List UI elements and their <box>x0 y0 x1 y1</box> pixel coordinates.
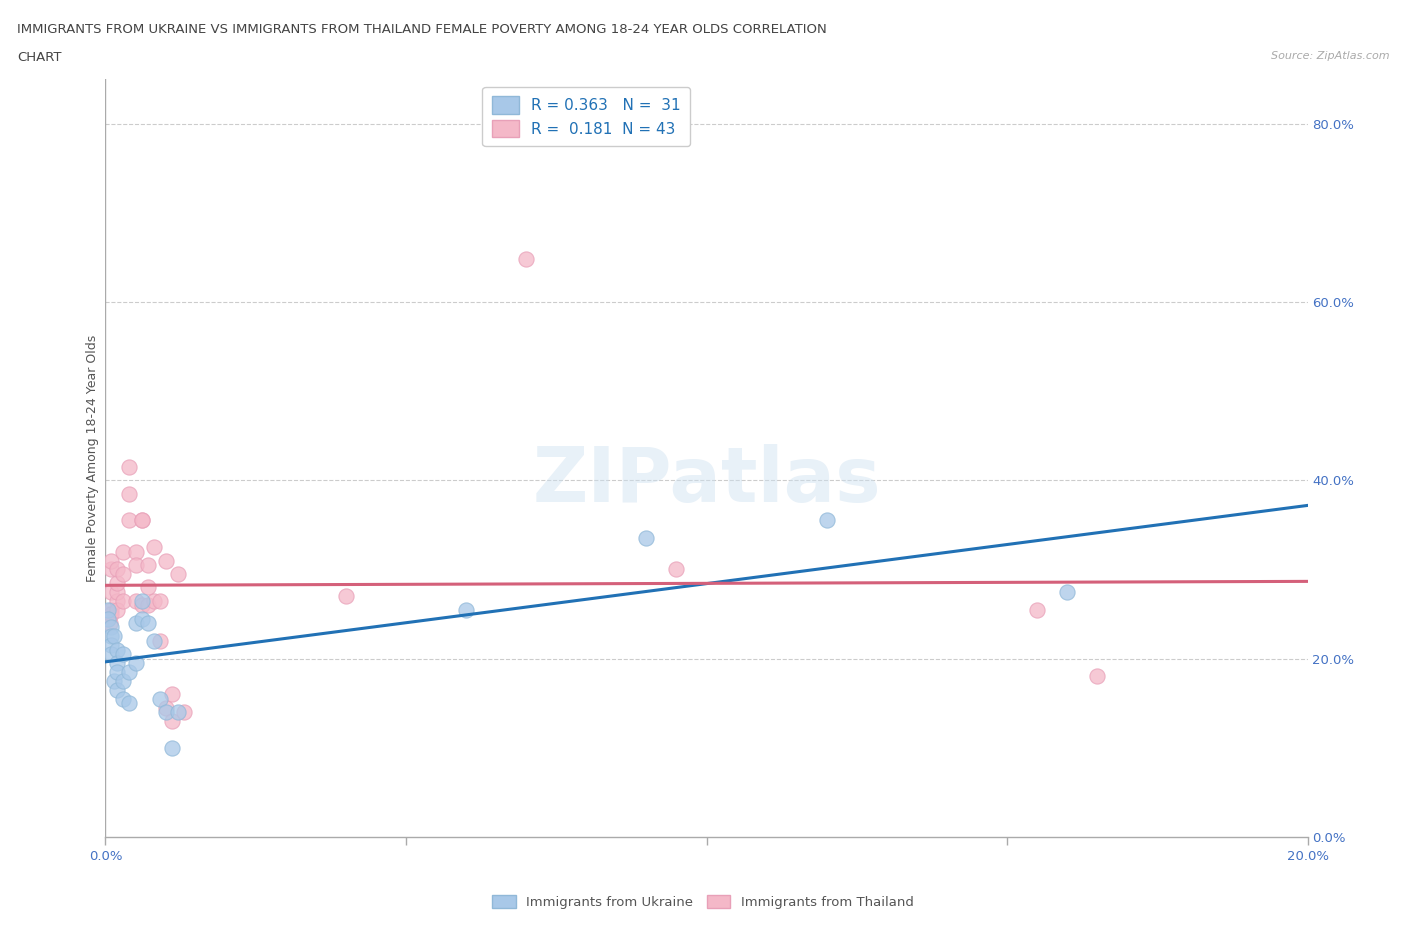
Point <box>636 531 658 546</box>
Point <box>107 584 129 599</box>
Point <box>142 539 165 554</box>
Point <box>160 740 183 755</box>
Point <box>100 553 122 568</box>
Point <box>160 713 183 728</box>
Legend: R = 0.363   N =  31, R =  0.181  N = 43: R = 0.363 N = 31, R = 0.181 N = 43 <box>482 86 690 146</box>
Point <box>118 486 141 501</box>
Point <box>148 593 170 608</box>
Point <box>98 616 121 631</box>
Point <box>155 705 177 720</box>
Point <box>112 646 135 661</box>
Point <box>665 562 688 577</box>
Y-axis label: Female Poverty Among 18-24 Year Olds: Female Poverty Among 18-24 Year Olds <box>86 335 98 581</box>
Point <box>112 673 135 688</box>
Point <box>136 616 159 631</box>
Point <box>107 665 129 680</box>
Point <box>131 611 153 626</box>
Point <box>107 643 129 658</box>
Point <box>112 691 135 706</box>
Point <box>131 513 153 528</box>
Point <box>1056 584 1078 599</box>
Text: IMMIGRANTS FROM UKRAINE VS IMMIGRANTS FROM THAILAND FEMALE POVERTY AMONG 18-24 Y: IMMIGRANTS FROM UKRAINE VS IMMIGRANTS FR… <box>17 23 827 36</box>
Point <box>100 638 122 653</box>
Point <box>100 584 122 599</box>
Point <box>103 629 125 644</box>
Point <box>454 603 477 618</box>
Point <box>124 656 146 671</box>
Point <box>815 513 838 528</box>
Point <box>124 593 146 608</box>
Point <box>100 629 122 644</box>
Point <box>107 576 129 591</box>
Point <box>335 589 357 604</box>
Point <box>124 544 146 559</box>
Point <box>103 673 125 688</box>
Point <box>131 593 153 608</box>
Point <box>131 513 153 528</box>
Point <box>112 544 135 559</box>
Point <box>136 598 159 613</box>
Point <box>118 459 141 474</box>
Point <box>118 513 141 528</box>
Point <box>142 633 165 648</box>
Text: Source: ZipAtlas.com: Source: ZipAtlas.com <box>1271 51 1389 61</box>
Point <box>100 603 122 618</box>
Point <box>100 606 122 621</box>
Point <box>118 665 141 680</box>
Point <box>97 611 120 626</box>
Point <box>97 611 120 626</box>
Point <box>131 598 153 613</box>
Point <box>100 562 122 577</box>
Point <box>173 705 195 720</box>
Point <box>100 620 122 635</box>
Point <box>124 558 146 573</box>
Point <box>100 646 122 661</box>
Point <box>136 558 159 573</box>
Point <box>166 566 188 581</box>
Point <box>1085 669 1108 684</box>
Point <box>107 603 129 618</box>
Point <box>136 580 159 595</box>
Point <box>107 562 129 577</box>
Point <box>155 700 177 715</box>
Point <box>112 566 135 581</box>
Point <box>107 593 129 608</box>
Point <box>118 696 141 711</box>
Point <box>107 656 129 671</box>
Point <box>142 593 165 608</box>
Point <box>155 553 177 568</box>
Point <box>96 606 118 621</box>
Point <box>1026 603 1049 618</box>
Point <box>107 683 129 698</box>
Point <box>515 252 537 267</box>
Text: ZIPatlas: ZIPatlas <box>533 444 880 518</box>
Point <box>148 633 170 648</box>
Point <box>124 616 146 631</box>
Text: CHART: CHART <box>17 51 62 64</box>
Legend: Immigrants from Ukraine, Immigrants from Thailand: Immigrants from Ukraine, Immigrants from… <box>486 889 920 914</box>
Point <box>160 687 183 702</box>
Point <box>112 593 135 608</box>
Point <box>148 691 170 706</box>
Point <box>97 603 120 618</box>
Point <box>166 705 188 720</box>
